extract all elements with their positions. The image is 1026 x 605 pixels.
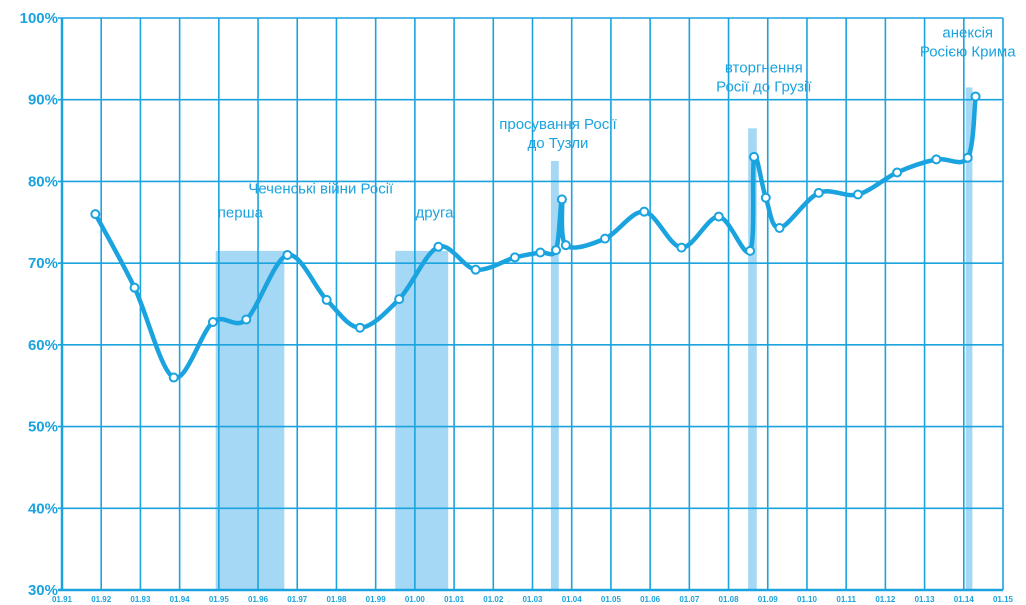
y-tick-label: 70% (28, 255, 58, 272)
event-band-3 (748, 128, 757, 591)
data-point (90, 209, 101, 220)
annotation-line: до Тузли (528, 135, 589, 152)
data-point (600, 233, 611, 244)
event-band-1 (395, 250, 449, 590)
y-tick-label: 90% (28, 92, 58, 109)
x-axis-ticks: 01.91 01.92 01.93 01.94 01.95 01.96 01.97 01.98… (52, 595, 1014, 604)
x-tick-label: 01.95 (209, 595, 230, 604)
data-point (207, 316, 218, 327)
x-tick-label: 01.07 (679, 595, 700, 604)
data-point (970, 91, 981, 102)
y-tick-label: 30% (28, 582, 58, 599)
annotation-line: перша (218, 204, 264, 221)
data-point (892, 167, 903, 178)
data-point (852, 189, 863, 200)
data-point (168, 372, 179, 383)
data-point (394, 294, 405, 305)
annotation-line: друга (416, 204, 455, 221)
x-tick-label: 01.13 (915, 595, 936, 604)
data-point (931, 154, 942, 165)
annotation-line: вторгнення (725, 60, 803, 77)
x-tick-label: 01.96 (248, 595, 269, 604)
event-band-0 (215, 250, 285, 590)
annotation-line: Росією Крима (920, 44, 1016, 61)
data-point (551, 245, 562, 256)
x-tick-label: 01.11 (836, 595, 856, 604)
data-point (745, 245, 756, 256)
data-point (760, 192, 771, 203)
annotation: друга (416, 204, 455, 221)
data-point (560, 240, 571, 251)
x-tick-label: 01.09 (758, 595, 779, 604)
x-tick-label: 01.01 (444, 595, 465, 604)
data-point (129, 282, 140, 293)
y-tick-label: 60% (28, 337, 58, 354)
annotations: Чеченські війни Росії перша друга просуванн… (218, 25, 1016, 222)
series (90, 91, 981, 383)
x-tick-label: 01.08 (719, 595, 740, 604)
data-point (433, 241, 444, 252)
x-tick-label: 01.92 (91, 595, 112, 604)
x-tick-label: 01.94 (170, 595, 191, 604)
data-point (282, 249, 293, 260)
y-tick-label: 80% (28, 173, 58, 190)
annotation: Чеченські війни Росії (248, 181, 394, 198)
annotation: просування Росії до Тузли (499, 116, 617, 152)
y-tick-label: 50% (28, 419, 58, 436)
x-tick-label: 01.93 (130, 595, 151, 604)
x-tick-label: 01.10 (797, 595, 818, 604)
data-point (639, 206, 650, 217)
annotation: анексія Росією Крима (920, 25, 1016, 61)
annotation: перша (218, 204, 264, 221)
data-point (676, 242, 687, 253)
x-tick-label: 01.14 (954, 595, 975, 604)
x-tick-label: 01.98 (326, 595, 347, 604)
data-point (241, 314, 252, 325)
x-tick-label: 01.12 (875, 595, 896, 604)
x-tick-label: 01.04 (562, 595, 583, 604)
x-tick-label: 01.99 (366, 595, 387, 604)
x-tick-label: 01.06 (640, 595, 661, 604)
event-band-4 (965, 87, 973, 590)
data-point (749, 151, 760, 162)
x-tick-label: 01.97 (287, 595, 308, 604)
x-tick-label: 01.91 (52, 595, 73, 604)
data-point (813, 187, 824, 198)
data-point (713, 211, 724, 222)
event-bands (215, 87, 973, 591)
data-point (962, 152, 973, 163)
y-tick-label: 100% (20, 10, 58, 27)
y-tick-label: 40% (28, 500, 58, 517)
event-band-2 (550, 161, 559, 590)
annotation-line: Росії до Грузії (716, 79, 812, 96)
x-tick-label: 01.00 (405, 595, 426, 604)
x-tick-label: 01.02 (483, 595, 504, 604)
data-point (774, 223, 785, 234)
data-point (354, 322, 365, 333)
data-point (535, 247, 546, 258)
data-point (321, 294, 332, 305)
grid (58, 17, 1004, 592)
x-tick-label: 01.03 (522, 595, 543, 604)
y-axis-ticks: 30% 40% 50% 60% 70% 80% 90% 100% (20, 10, 58, 599)
annotation-line: анексія (942, 25, 993, 42)
data-point (470, 264, 481, 275)
data-point (556, 194, 567, 205)
x-tick-label: 01.15 (993, 595, 1014, 604)
annotation-line: Чеченські війни Росії (248, 181, 394, 198)
annotation-line: просування Росії (499, 116, 617, 133)
annotation: вторгнення Росії до Грузії (716, 60, 812, 96)
x-tick-label: 01.05 (601, 595, 622, 604)
data-point (509, 252, 520, 263)
